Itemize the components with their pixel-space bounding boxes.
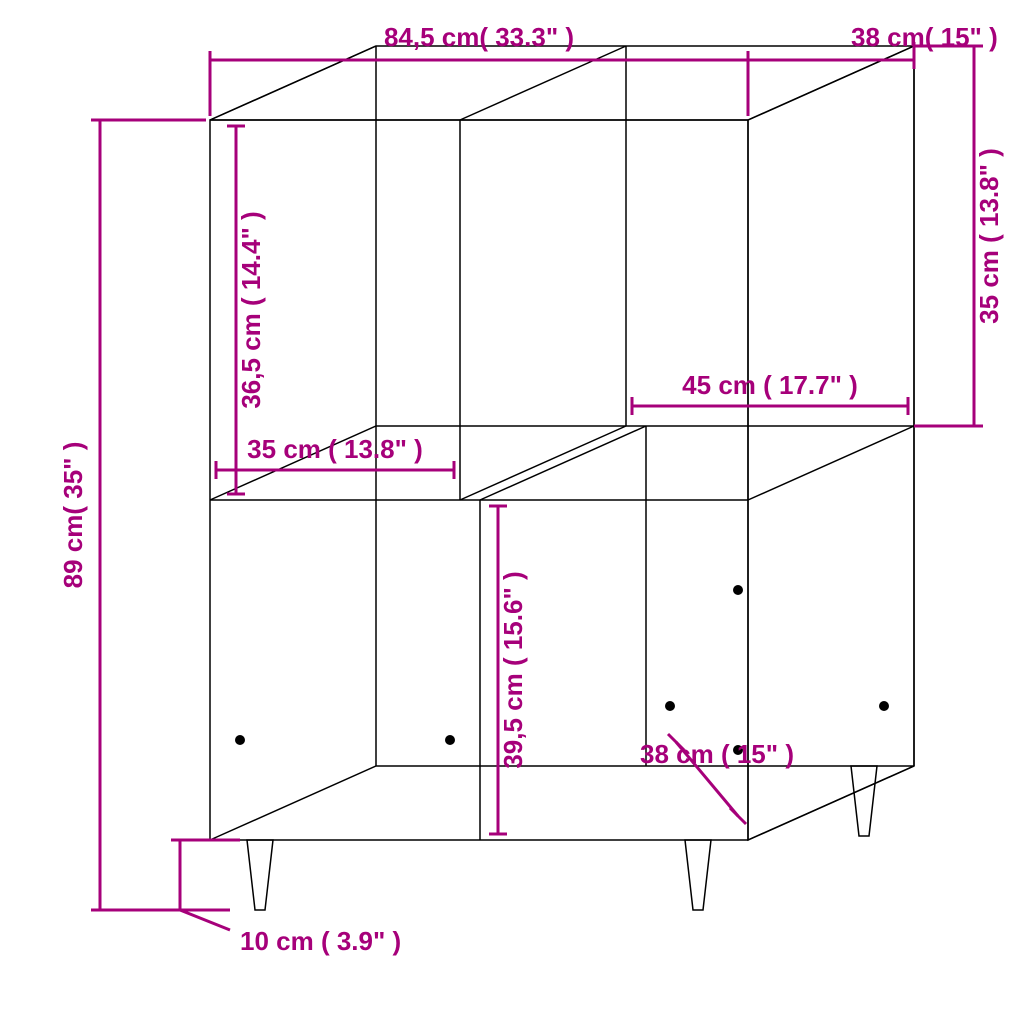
leg xyxy=(685,840,711,910)
label-upper-right-w: 45 cm ( 17.7" ) xyxy=(682,370,858,400)
screw-icon xyxy=(235,735,245,745)
label-lower-depth: 38 cm ( 15" ) xyxy=(640,739,794,769)
label-lower-mid-h: 39,5 cm ( 15.6" ) xyxy=(498,571,528,768)
screw-icon xyxy=(665,701,675,711)
leg xyxy=(851,766,877,836)
screw-icon xyxy=(879,701,889,711)
cabinet-front xyxy=(210,120,748,840)
leg xyxy=(247,840,273,910)
label-upper-left-h: 36,5 cm ( 14.4" ) xyxy=(236,211,266,408)
label-upper-right-h: 35 cm ( 13.8" ) xyxy=(974,148,1004,324)
label-upper-left-w: 35 cm ( 13.8" ) xyxy=(247,434,423,464)
label-total-height: 89 cm( 35" ) xyxy=(58,442,88,589)
label-total-width: 84,5 cm( 33.3" ) xyxy=(384,22,574,52)
screw-icon xyxy=(733,585,743,595)
label-leg-h: 10 cm ( 3.9" ) xyxy=(240,926,401,956)
screw-icon xyxy=(445,735,455,745)
